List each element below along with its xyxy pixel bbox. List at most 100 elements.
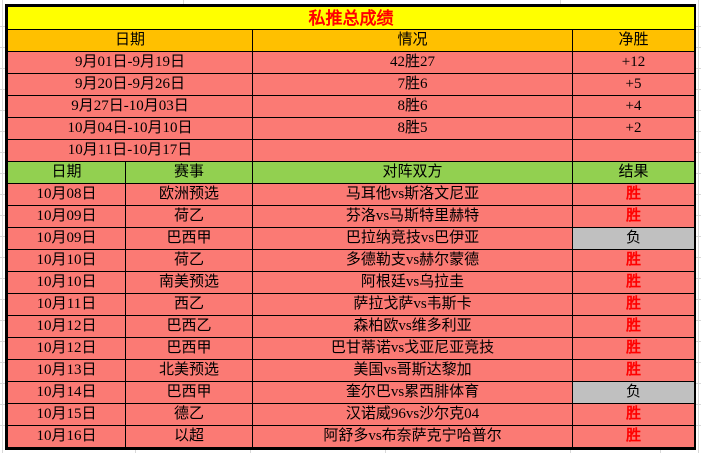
match-fixture-cell[interactable]: 萨拉戈萨vs韦斯卡 xyxy=(252,293,573,316)
match-header-league[interactable]: 赛事 xyxy=(125,161,253,184)
summary-row: 10月04日-10月10日 8胜5 +2 xyxy=(7,117,695,140)
match-result-cell[interactable]: 胜 xyxy=(572,403,695,426)
match-fixture-cell[interactable]: 阿根廷vs乌拉圭 xyxy=(252,271,573,294)
match-header-result[interactable]: 结果 xyxy=(572,161,695,184)
sheet-gridline-horizontal xyxy=(696,320,701,321)
match-date-cell[interactable]: 10月10日 xyxy=(7,271,126,294)
sheet-gridline-horizontal xyxy=(0,383,5,384)
match-result-cell[interactable]: 负 xyxy=(572,227,695,250)
match-header-row: 日期 赛事 对阵双方 结果 xyxy=(7,161,695,184)
match-rows: 10月08日 欧洲预选 马耳他vs斯洛文尼亚胜 10月09日 荷乙 芬洛vs马斯特里赫特胜… xyxy=(7,183,695,448)
summary-record-cell[interactable] xyxy=(252,139,573,162)
match-fixture-cell[interactable]: 汉诺威96vs沙尔克04 xyxy=(252,403,573,426)
match-result-cell[interactable]: 胜 xyxy=(572,249,695,272)
match-league-cell[interactable]: 西乙 xyxy=(125,293,253,316)
sheet-gridline-horizontal xyxy=(0,26,5,27)
match-result-cell[interactable]: 胜 xyxy=(572,183,695,206)
match-league-cell[interactable]: 以超 xyxy=(125,425,253,448)
results-table: 私推总成绩 日期 情况 净胜 9月01日-9月19日 42胜27 +12 9月20日-… xyxy=(5,4,696,450)
match-league-cell[interactable]: 荷乙 xyxy=(125,249,253,272)
summary-net-cell[interactable]: +12 xyxy=(572,51,695,74)
match-header-fixture[interactable]: 对阵双方 xyxy=(252,161,573,184)
summary-record-cell[interactable]: 8胜6 xyxy=(252,95,573,118)
summary-row: 9月01日-9月19日 42胜27 +12 xyxy=(7,51,695,74)
sheet-gridline-vertical xyxy=(2,0,3,453)
sheet-gridline-vertical xyxy=(570,448,571,453)
summary-net-cell[interactable]: +4 xyxy=(572,95,695,118)
match-league-cell[interactable]: 巴西甲 xyxy=(125,337,253,360)
match-league-cell[interactable]: 巴西甲 xyxy=(125,227,253,250)
summary-net-cell[interactable] xyxy=(572,139,695,162)
match-date-cell[interactable]: 10月09日 xyxy=(7,227,126,250)
match-date-cell[interactable]: 10月08日 xyxy=(7,183,126,206)
match-league-cell[interactable]: 巴西甲 xyxy=(125,381,253,404)
sheet-gridline-horizontal xyxy=(696,68,701,69)
match-header-date[interactable]: 日期 xyxy=(7,161,126,184)
summary-date-cell[interactable]: 9月27日-10月03日 xyxy=(7,95,253,118)
summary-date-cell[interactable]: 9月20日-9月26日 xyxy=(7,73,253,96)
match-date-cell[interactable]: 10月15日 xyxy=(7,403,126,426)
match-row: 10月10日 南美预选 阿根廷vs乌拉圭胜 xyxy=(7,271,695,294)
summary-record-cell[interactable]: 8胜5 xyxy=(252,117,573,140)
sheet-gridline-vertical xyxy=(560,0,561,4)
summary-header-net[interactable]: 净胜 xyxy=(572,29,695,52)
sheet-gridline-vertical xyxy=(660,448,661,453)
match-fixture-cell[interactable]: 美国vs哥斯达黎加 xyxy=(252,359,573,382)
match-fixture-cell[interactable]: 芬洛vs马斯特里赫特 xyxy=(252,205,573,228)
summary-record-cell[interactable]: 7胜6 xyxy=(252,73,573,96)
match-row: 10月09日 荷乙 芬洛vs马斯特里赫特胜 xyxy=(7,205,695,228)
match-fixture-cell[interactable]: 马耳他vs斯洛文尼亚 xyxy=(252,183,573,206)
match-league-cell[interactable]: 德乙 xyxy=(125,403,253,426)
sheet-gridline-horizontal xyxy=(696,194,701,195)
sheet-gridline-horizontal xyxy=(0,257,5,258)
summary-net-cell[interactable]: +2 xyxy=(572,117,695,140)
summary-record-cell[interactable]: 42胜27 xyxy=(252,51,573,74)
match-result-cell[interactable]: 胜 xyxy=(572,293,695,316)
page-title[interactable]: 私推总成绩 xyxy=(7,6,695,30)
match-league-cell[interactable]: 欧洲预选 xyxy=(125,183,253,206)
match-league-cell[interactable]: 巴西乙 xyxy=(125,315,253,338)
match-date-cell[interactable]: 10月13日 xyxy=(7,359,126,382)
match-fixture-cell[interactable]: 阿舒多vs布奈萨克宁哈普尔 xyxy=(252,425,573,448)
match-date-cell[interactable]: 10月12日 xyxy=(7,337,126,360)
sheet-gridline-horizontal xyxy=(0,341,5,342)
match-result-cell[interactable]: 胜 xyxy=(572,425,695,448)
match-result-cell[interactable]: 负 xyxy=(572,381,695,404)
match-date-cell[interactable]: 10月09日 xyxy=(7,205,126,228)
sheet-gridline-horizontal xyxy=(0,173,5,174)
match-result-cell[interactable]: 胜 xyxy=(572,315,695,338)
match-date-cell[interactable]: 10月16日 xyxy=(7,425,126,448)
summary-header-record[interactable]: 情况 xyxy=(252,29,573,52)
sheet-gridline-horizontal xyxy=(0,425,5,426)
match-league-cell[interactable]: 南美预选 xyxy=(125,271,253,294)
match-league-cell[interactable]: 荷乙 xyxy=(125,205,253,228)
match-fixture-cell[interactable]: 巴甘蒂诺vs戈亚尼亚竞技 xyxy=(252,337,573,360)
match-fixture-cell[interactable]: 多德勒支vs赫尔蒙德 xyxy=(252,249,573,272)
match-fixture-cell[interactable]: 巴拉纳竞技vs巴伊亚 xyxy=(252,227,573,250)
sheet-gridline-horizontal xyxy=(696,362,701,363)
sheet-gridline-horizontal xyxy=(696,278,701,279)
sheet-gridline-horizontal xyxy=(0,362,5,363)
match-date-cell[interactable]: 10月11日 xyxy=(7,293,126,316)
match-result-cell[interactable]: 胜 xyxy=(572,337,695,360)
summary-net-cell[interactable]: +5 xyxy=(572,73,695,96)
match-date-cell[interactable]: 10月10日 xyxy=(7,249,126,272)
match-result-cell[interactable]: 胜 xyxy=(572,271,695,294)
match-date-cell[interactable]: 10月12日 xyxy=(7,315,126,338)
match-result-cell[interactable]: 胜 xyxy=(572,205,695,228)
match-result-cell[interactable]: 胜 xyxy=(572,359,695,382)
sheet-gridline-vertical xyxy=(183,0,184,4)
summary-date-cell[interactable]: 10月04日-10月10日 xyxy=(7,117,253,140)
sheet-gridline-horizontal xyxy=(0,110,5,111)
sheet-gridline-vertical xyxy=(698,0,699,453)
match-row: 10月14日 巴西甲 奎尔巴vs累西腓体育负 xyxy=(7,381,695,404)
match-row: 10月12日 巴西乙 森柏欧vs维多利亚胜 xyxy=(7,315,695,338)
match-fixture-cell[interactable]: 奎尔巴vs累西腓体育 xyxy=(252,381,573,404)
match-date-cell[interactable]: 10月14日 xyxy=(7,381,126,404)
summary-date-cell[interactable]: 10月11日-10月17日 xyxy=(7,139,253,162)
match-fixture-cell[interactable]: 森柏欧vs维多利亚 xyxy=(252,315,573,338)
match-league-cell[interactable]: 北美预选 xyxy=(125,359,253,382)
summary-date-cell[interactable]: 9月01日-9月19日 xyxy=(7,51,253,74)
sheet-gridline-horizontal xyxy=(696,383,701,384)
summary-header-date[interactable]: 日期 xyxy=(7,29,253,52)
